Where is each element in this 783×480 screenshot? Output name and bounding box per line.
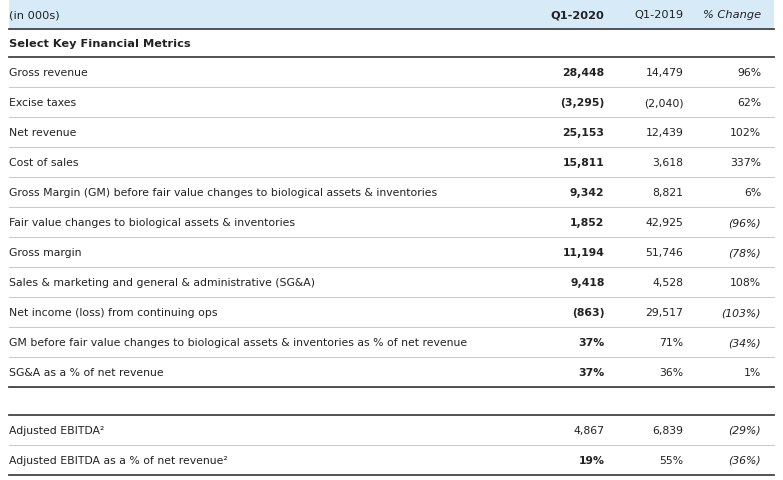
Text: (36%): (36%) [728, 455, 761, 465]
Text: Cost of sales: Cost of sales [9, 157, 79, 168]
Text: 62%: 62% [737, 98, 761, 108]
Text: 1%: 1% [744, 367, 761, 377]
Text: 337%: 337% [730, 157, 761, 168]
Text: 12,439: 12,439 [646, 128, 684, 138]
Text: % Change: % Change [703, 10, 761, 20]
Text: 37%: 37% [578, 337, 604, 347]
Text: 108%: 108% [730, 277, 761, 288]
Text: 96%: 96% [737, 68, 761, 78]
Text: 55%: 55% [659, 455, 684, 465]
Text: 1,852: 1,852 [570, 217, 604, 228]
Text: Gross Margin (GM) before fair value changes to biological assets & inventories: Gross Margin (GM) before fair value chan… [9, 188, 438, 198]
Text: GM before fair value changes to biological assets & inventories as % of net reve: GM before fair value changes to biologic… [9, 337, 467, 347]
Text: 36%: 36% [659, 367, 684, 377]
Text: (863): (863) [572, 307, 604, 317]
Text: (34%): (34%) [728, 337, 761, 347]
Text: SG&A as a % of net revenue: SG&A as a % of net revenue [9, 367, 164, 377]
Text: 6%: 6% [744, 188, 761, 198]
Text: 3,618: 3,618 [652, 157, 684, 168]
Text: 25,153: 25,153 [562, 128, 604, 138]
Text: Net income (loss) from continuing ops: Net income (loss) from continuing ops [9, 307, 218, 317]
Text: Select Key Financial Metrics: Select Key Financial Metrics [9, 39, 191, 49]
Text: 4,528: 4,528 [652, 277, 684, 288]
Text: 71%: 71% [659, 337, 684, 347]
Text: (29%): (29%) [728, 425, 761, 435]
Text: 4,867: 4,867 [573, 425, 604, 435]
Text: 29,517: 29,517 [646, 307, 684, 317]
Text: 37%: 37% [578, 367, 604, 377]
Text: (78%): (78%) [728, 248, 761, 257]
Text: Excise taxes: Excise taxes [9, 98, 77, 108]
Text: Q1-2019: Q1-2019 [634, 10, 684, 20]
Text: (in 000s): (in 000s) [9, 10, 60, 20]
Text: 102%: 102% [730, 128, 761, 138]
Text: Fair value changes to biological assets & inventories: Fair value changes to biological assets … [9, 217, 295, 228]
Text: 6,839: 6,839 [652, 425, 684, 435]
Text: 8,821: 8,821 [652, 188, 684, 198]
Text: Adjusted EBITDA²: Adjusted EBITDA² [9, 425, 105, 435]
Text: 9,342: 9,342 [570, 188, 604, 198]
Text: Gross margin: Gross margin [9, 248, 82, 257]
Bar [9, 0, 774, 30]
Text: Adjusted EBITDA as a % of net revenue²: Adjusted EBITDA as a % of net revenue² [9, 455, 228, 465]
Text: 15,811: 15,811 [563, 157, 604, 168]
Text: (103%): (103%) [722, 307, 761, 317]
Text: Net revenue: Net revenue [9, 128, 77, 138]
Text: 14,479: 14,479 [646, 68, 684, 78]
Text: 42,925: 42,925 [646, 217, 684, 228]
Text: 9,418: 9,418 [570, 277, 604, 288]
Text: (3,295): (3,295) [560, 98, 604, 108]
Text: Gross revenue: Gross revenue [9, 68, 88, 78]
Text: 19%: 19% [579, 455, 604, 465]
Text: Sales & marketing and general & administrative (SG&A): Sales & marketing and general & administ… [9, 277, 316, 288]
Text: (96%): (96%) [728, 217, 761, 228]
Text: 51,746: 51,746 [646, 248, 684, 257]
Text: 28,448: 28,448 [562, 68, 604, 78]
Text: (2,040): (2,040) [644, 98, 684, 108]
Text: Q1-2020: Q1-2020 [550, 10, 604, 20]
Text: 11,194: 11,194 [563, 248, 604, 257]
